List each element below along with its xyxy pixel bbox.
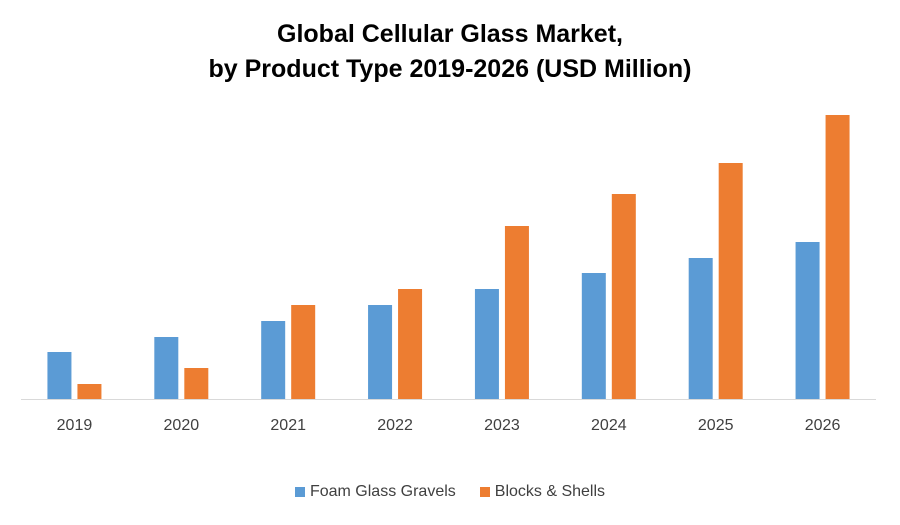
chart-title-line-1: Global Cellular Glass Market, — [277, 20, 623, 48]
x-tick-label: 2025 — [698, 417, 734, 434]
legend-label: Blocks & Shells — [494, 483, 606, 500]
bar-blocks-shells-2021 — [291, 305, 316, 399]
x-tick-label: 2023 — [484, 417, 520, 434]
bar-foam-glass-gravels-2022 — [368, 305, 393, 399]
bar-chart: 2019 2020 2021 2022 2023 2024 2025 2026 — [21, 115, 876, 434]
bar-foam-glass-gravels-2026 — [795, 242, 820, 399]
bar-foam-glass-gravels-2023 — [474, 289, 499, 399]
bar-blocks-shells-2023 — [504, 226, 529, 399]
bar-foam-glass-gravels-2024 — [581, 273, 606, 399]
bar-foam-glass-gravels-2019 — [47, 352, 72, 399]
legend-item-blocks-shells: Blocks & Shells — [479, 483, 606, 501]
bar-blocks-shells-2022 — [398, 289, 423, 399]
bar-foam-glass-gravels-2020 — [154, 337, 179, 399]
bar-blocks-shells-2020 — [184, 368, 209, 399]
bar-blocks-shells-2024 — [611, 194, 636, 399]
x-tick-label: 2020 — [164, 417, 200, 434]
legend-swatch — [294, 487, 305, 497]
bar-blocks-shells-2026 — [825, 115, 850, 399]
legend-label: Foam Glass Gravels — [309, 483, 456, 500]
legend: Foam Glass Gravels Blocks & Shells — [0, 483, 900, 501]
x-tick-label: 2022 — [377, 417, 413, 434]
legend-item-foam-glass-gravels: Foam Glass Gravels — [294, 483, 456, 501]
legend-swatch — [479, 487, 490, 497]
x-tick-label: 2026 — [805, 417, 841, 434]
bar-foam-glass-gravels-2021 — [261, 321, 286, 399]
bar-blocks-shells-2019 — [77, 384, 102, 399]
bar-blocks-shells-2025 — [718, 163, 743, 399]
x-tick-label: 2019 — [57, 417, 93, 434]
bar-foam-glass-gravels-2025 — [688, 258, 713, 399]
x-tick-label: 2021 — [270, 417, 306, 434]
x-tick-label: 2024 — [591, 417, 627, 434]
chart-title-line-2: by Product Type 2019-2026 (USD Million) — [208, 55, 692, 83]
